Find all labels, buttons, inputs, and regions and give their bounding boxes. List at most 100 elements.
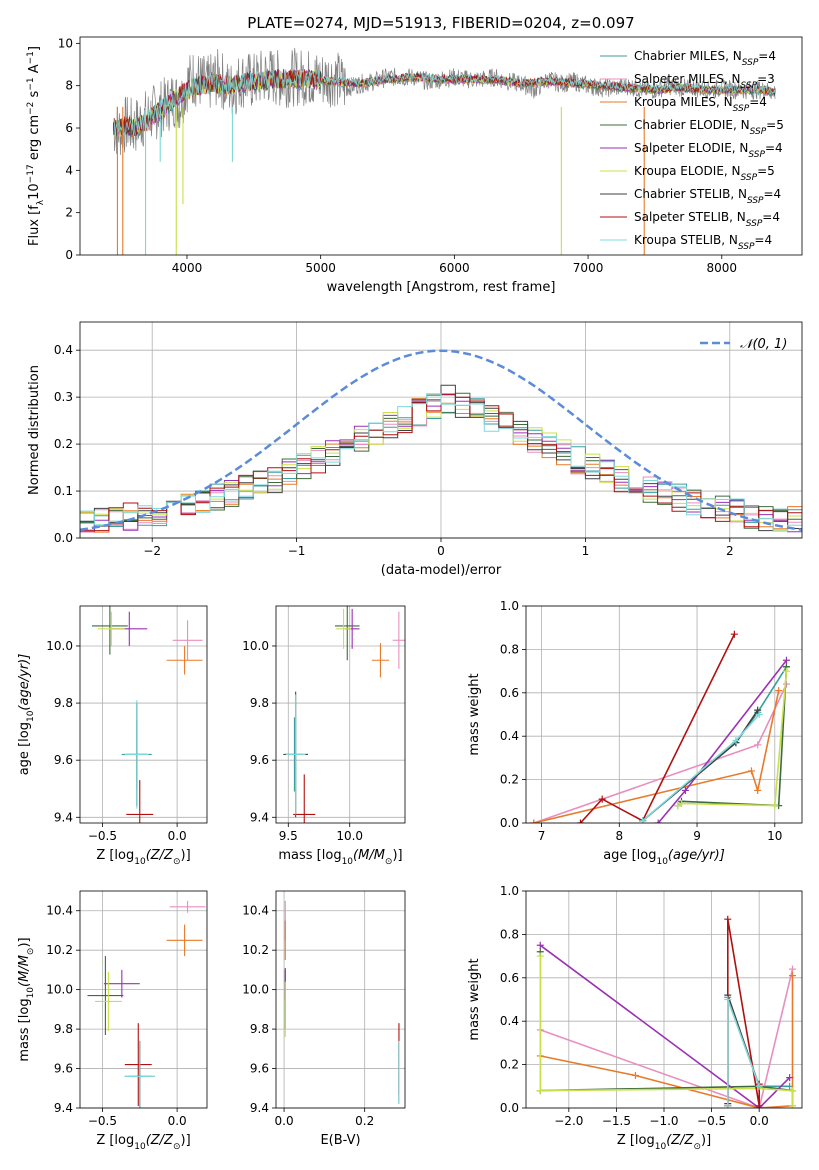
y-tick-label: 0 <box>65 248 73 262</box>
y-tick-label: 0.2 <box>54 437 73 451</box>
y-tick-label: 0.0 <box>500 816 519 830</box>
y-tick-label: 9.8 <box>250 1022 269 1036</box>
axes-frame <box>79 36 803 256</box>
y-tick-label: 9.4 <box>250 1101 269 1115</box>
mass-vs-metallicity-panel: −0.5 0.0 9.4 9.6 9.8 10.0 10.2 10.4 Z [log10(Z/Z… <box>17 890 208 1152</box>
y-tick-label: 0.0 <box>54 531 73 545</box>
age-vs-mass-panel: 9.5 10.0 9.4 9.6 9.8 10.0 mass [log10(M/M⊙)] <box>242 605 406 867</box>
axes-frame <box>79 321 803 539</box>
x-tick-label: 5000 <box>305 261 336 275</box>
y-tick-label: 0.2 <box>500 773 519 787</box>
grid <box>80 606 207 823</box>
plus-marker <box>782 656 790 664</box>
legend-label: Salpeter MILES, NSSP=3 <box>634 72 775 91</box>
plus-marker <box>775 687 783 695</box>
plot-area <box>530 630 790 823</box>
y-tick-label: 9.8 <box>54 1022 73 1036</box>
plus-marker <box>788 965 796 973</box>
x-tick-label: 0 <box>437 544 445 558</box>
x-tick-label: 0.0 <box>168 1114 187 1128</box>
y-tick-label: 0.6 <box>500 971 519 985</box>
y-tick-label: 0.8 <box>500 642 519 656</box>
plus-marker <box>786 1074 794 1082</box>
y-tick-label: 9.4 <box>54 1101 73 1115</box>
y-tick-label: 0.0 <box>500 1101 519 1115</box>
y-tick-label: 10.0 <box>46 983 73 997</box>
plus-marker <box>724 915 732 923</box>
y-tick-label: 0.6 <box>500 686 519 700</box>
y-tick-label: 0.1 <box>54 484 73 498</box>
residual-histogram-panel: −2 −1 0 1 2 0.0 0.1 0.2 0.3 0.4 (data-model)/error… <box>27 321 803 578</box>
x-axis-label: E(B-V) <box>320 1133 360 1148</box>
plus-marker <box>536 952 544 960</box>
y-tick-label: 10.2 <box>46 943 73 957</box>
plus-marker <box>654 819 662 823</box>
plus-marker <box>724 1102 732 1108</box>
plus-marker <box>754 741 762 749</box>
legend-label: Chabrier STELIB, NSSP=4 <box>634 187 781 206</box>
axes-frame <box>525 605 803 824</box>
y-tick-label: 8 <box>65 79 73 93</box>
axes-frame <box>79 605 208 824</box>
x-axis-label: age [log10(age/yr)] <box>603 848 725 867</box>
x-tick-label: 6000 <box>439 261 470 275</box>
mass-weight-line <box>579 633 736 823</box>
y-tick-label: 10.0 <box>242 983 269 997</box>
x-tick-label: 8000 <box>707 261 738 275</box>
grid <box>276 606 405 823</box>
gaussian-curve <box>80 349 802 532</box>
y-tick-label: 0.3 <box>54 390 73 404</box>
spectrum-panel: 4000 5000 6000 7000 8000 0 2 4 6 8 10 wavelength [A… <box>26 36 803 295</box>
x-axis-label: Z [log10(Z/Z⊙)] <box>617 1133 711 1152</box>
plus-marker <box>788 972 796 980</box>
x-tick-label: −1.0 <box>649 1114 678 1128</box>
legend-label: Kroupa ELODIE, NSSP=5 <box>634 164 775 183</box>
y-tick-label: 9.4 <box>250 810 269 824</box>
plus-marker <box>631 1071 639 1079</box>
y-tick-label: 9.6 <box>54 1062 73 1076</box>
x-tick-label: 10 <box>767 829 782 843</box>
x-tick-label: 7000 <box>573 261 604 275</box>
y-tick-label: 10.0 <box>242 639 269 653</box>
mass-weight-line <box>540 968 794 1108</box>
mass-vs-reddening-panel: 0.0 0.2 9.4 9.6 9.8 10.0 10.2 10.4 E(B-V) <box>242 890 406 1148</box>
y-tick-label: 9.6 <box>250 1062 269 1076</box>
y-axis-label: mass weight <box>467 673 482 755</box>
y-tick-label: 9.6 <box>250 753 269 767</box>
x-tick-label: 7 <box>538 829 546 843</box>
x-tick-label: −1.5 <box>602 1114 631 1128</box>
legend-label: Salpeter ELODIE, NSSP=4 <box>634 141 783 160</box>
x-tick-label: 1 <box>582 544 590 558</box>
y-tick-label: 10 <box>58 36 73 50</box>
plus-marker <box>788 1102 796 1108</box>
plot-area <box>284 900 400 1105</box>
plus-marker <box>639 817 647 823</box>
x-tick-label: −1 <box>288 544 306 558</box>
mass-weight-vs-metallicity-panel: −2.0 −1.5 −1.0 −0.5 0.0 0.0 0.2 0.4 0.6 0.8 1.0 Z [… <box>467 884 803 1152</box>
x-tick-label: −0.5 <box>697 1114 726 1128</box>
plus-marker <box>754 706 762 714</box>
y-axis-label: mass weight <box>467 958 482 1040</box>
y-tick-label: 9.8 <box>54 696 73 710</box>
plot-area <box>536 915 796 1108</box>
y-tick-label: 0.4 <box>500 729 519 743</box>
mass-weight-line <box>533 690 780 823</box>
plus-marker <box>747 767 755 775</box>
x-tick-label: −2.0 <box>554 1114 583 1128</box>
legend-label: Salpeter STELIB, NSSP=4 <box>634 210 780 229</box>
plus-marker <box>755 711 763 718</box>
mass-weight-line <box>677 671 788 807</box>
plus-marker <box>730 630 738 638</box>
y-tick-label: 9.4 <box>54 810 73 824</box>
axes-frame <box>275 605 406 824</box>
axes-frame <box>79 890 208 1109</box>
y-tick-label: 1.0 <box>500 884 519 898</box>
x-tick-label: 8 <box>615 829 623 843</box>
mass-weight-line <box>540 975 794 1108</box>
x-axis-label: wavelength [Angstrom, rest frame] <box>327 280 556 295</box>
y-tick-label: 6 <box>65 121 73 135</box>
legend-label: Chabrier ELODIE, NSSP=5 <box>634 118 784 137</box>
x-axis-label: (data-model)/error <box>381 563 502 578</box>
legend: 𝒩(0, 1) <box>700 337 787 352</box>
